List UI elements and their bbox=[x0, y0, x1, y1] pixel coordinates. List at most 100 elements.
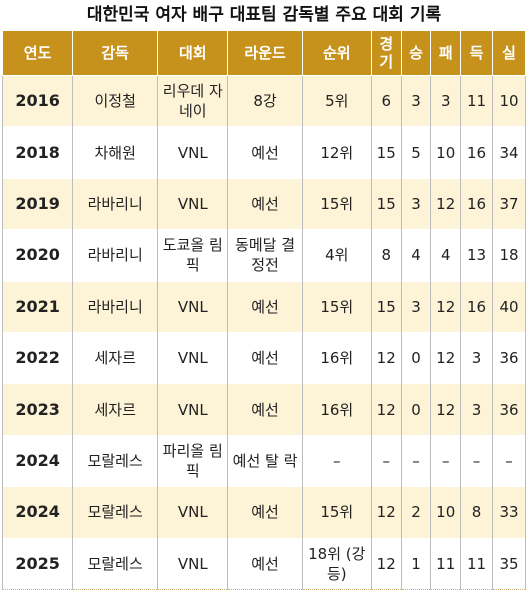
cell-rank: 15위 bbox=[301, 486, 372, 539]
cell-event: VNL bbox=[157, 486, 229, 539]
record-table: 연도 감독 대회 라운드 순위 경 기 승 패 득 실 2016 이정철 리우데 자… bbox=[1, 30, 527, 591]
cell-losses: 12 bbox=[430, 177, 462, 231]
cell-year: 2021 bbox=[1, 280, 74, 333]
cell-year: 2020 bbox=[1, 229, 74, 282]
header-year: 연도 bbox=[1, 30, 74, 76]
cell-wins: 0 bbox=[400, 331, 432, 385]
header-row: 연도 감독 대회 라운드 순위 경 기 승 패 득 실 bbox=[1, 30, 527, 76]
cell-sets-for: 16 bbox=[460, 126, 493, 179]
cell-coach: 라바리니 bbox=[72, 229, 159, 282]
cell-sets-against: 33 bbox=[491, 486, 527, 539]
table-row: 2020 라바리니 도쿄올 림픽 동메달 결정전 4위 8 4 4 13 18 bbox=[1, 229, 527, 282]
cell-round: 예선 탈 락 bbox=[227, 434, 303, 488]
cell-sets-for: 8 bbox=[460, 486, 493, 539]
cell-rank: 15위 bbox=[301, 177, 372, 231]
table-row: 2022 세자르 VNL 예선 16위 12 0 12 3 36 bbox=[1, 331, 527, 385]
header-rank: 순위 bbox=[301, 30, 372, 76]
cell-round: 예선 bbox=[227, 331, 303, 385]
cell-rank: 12위 bbox=[301, 126, 372, 179]
cell-coach: 모랄레스 bbox=[72, 434, 159, 488]
cell-rank: 18위 (강등) bbox=[301, 537, 372, 591]
header-games-2: 기 bbox=[379, 53, 394, 71]
cell-sets-against: 36 bbox=[491, 331, 527, 385]
table-row: 2024 모랄레스 파리올 림픽 예선 탈 락 – – – – – – bbox=[1, 434, 527, 488]
cell-sets-for: 11 bbox=[460, 537, 493, 591]
cell-losses: 4 bbox=[430, 229, 462, 282]
cell-year: 2024 bbox=[1, 434, 74, 488]
cell-wins: – bbox=[400, 434, 432, 488]
table-row: 2023 세자르 VNL 예선 16위 12 0 12 3 36 bbox=[1, 383, 527, 436]
cell-sets-for: 16 bbox=[460, 177, 493, 231]
table-row: 2018 차해원 VNL 예선 12위 15 5 10 16 34 bbox=[1, 126, 527, 179]
cell-round: 예선 bbox=[227, 177, 303, 231]
cell-coach: 이정철 bbox=[72, 74, 159, 128]
cell-coach: 세자르 bbox=[72, 331, 159, 385]
cell-wins: 5 bbox=[400, 126, 432, 179]
cell-losses: 12 bbox=[430, 331, 462, 385]
cell-sets-against: 18 bbox=[491, 229, 527, 282]
header-games-1: 경 bbox=[379, 35, 394, 53]
table-title: 대한민국 여자 배구 대표팀 감독별 주요 대회 기록 bbox=[86, 5, 442, 25]
cell-year: 2024 bbox=[1, 486, 74, 539]
cell-games: 15 bbox=[370, 126, 402, 179]
cell-sets-for: 3 bbox=[460, 331, 493, 385]
cell-losses: – bbox=[430, 434, 462, 488]
cell-sets-for: 16 bbox=[460, 280, 493, 333]
cell-wins: 3 bbox=[400, 280, 432, 333]
cell-sets-for: 13 bbox=[460, 229, 493, 282]
cell-sets-against: 36 bbox=[491, 383, 527, 436]
header-wins: 승 bbox=[400, 30, 432, 76]
cell-event: VNL bbox=[157, 383, 229, 436]
cell-games: 12 bbox=[370, 331, 402, 385]
cell-sets-against: 37 bbox=[491, 177, 527, 231]
cell-games: 12 bbox=[370, 383, 402, 436]
cell-sets-for: 3 bbox=[460, 383, 493, 436]
cell-wins: 3 bbox=[400, 74, 432, 128]
cell-year: 2023 bbox=[1, 383, 74, 436]
header-sets-for: 득 bbox=[460, 30, 493, 76]
header-round: 라운드 bbox=[227, 30, 303, 76]
cell-wins: 2 bbox=[400, 486, 432, 539]
cell-year: 2022 bbox=[1, 331, 74, 385]
cell-event: VNL bbox=[157, 280, 229, 333]
header-games: 경 기 bbox=[370, 30, 402, 76]
cell-coach: 모랄레스 bbox=[72, 537, 159, 591]
cell-games: 6 bbox=[370, 74, 402, 128]
cell-games: 8 bbox=[370, 229, 402, 282]
cell-losses: 10 bbox=[430, 126, 462, 179]
cell-wins: 4 bbox=[400, 229, 432, 282]
cell-games: – bbox=[370, 434, 402, 488]
cell-sets-against: 35 bbox=[491, 537, 527, 591]
cell-round: 예선 bbox=[227, 486, 303, 539]
cell-wins: 3 bbox=[400, 177, 432, 231]
table-row: 2019 라바리니 VNL 예선 15위 15 3 12 16 37 bbox=[1, 177, 527, 231]
cell-round: 동메달 결정전 bbox=[227, 229, 303, 282]
cell-year: 2025 bbox=[1, 537, 74, 591]
cell-event: VNL bbox=[157, 331, 229, 385]
cell-rank: 4위 bbox=[301, 229, 372, 282]
cell-losses: 3 bbox=[430, 74, 462, 128]
cell-rank: 5위 bbox=[301, 74, 372, 128]
cell-losses: 12 bbox=[430, 280, 462, 333]
cell-event: 파리올 림픽 bbox=[157, 434, 229, 488]
cell-wins: 1 bbox=[400, 537, 432, 591]
cell-sets-for: – bbox=[460, 434, 493, 488]
header-event: 대회 bbox=[157, 30, 229, 76]
cell-rank: 16위 bbox=[301, 383, 372, 436]
header-sets-against: 실 bbox=[491, 30, 527, 76]
cell-coach: 세자르 bbox=[72, 383, 159, 436]
cell-event: 도쿄올 림픽 bbox=[157, 229, 229, 282]
table-row: 2024 모랄레스 VNL 예선 15위 12 2 10 8 33 bbox=[1, 486, 527, 539]
cell-rank: – bbox=[301, 434, 372, 488]
cell-losses: 12 bbox=[430, 383, 462, 436]
table-row: 2025 모랄레스 VNL 예선 18위 (강등) 12 1 11 11 35 bbox=[1, 537, 527, 591]
cell-losses: 10 bbox=[430, 486, 462, 539]
cell-losses: 11 bbox=[430, 537, 462, 591]
cell-rank: 15위 bbox=[301, 280, 372, 333]
cell-event: VNL bbox=[157, 126, 229, 179]
cell-coach: 라바리니 bbox=[72, 280, 159, 333]
cell-round: 예선 bbox=[227, 383, 303, 436]
cell-games: 12 bbox=[370, 486, 402, 539]
cell-games: 12 bbox=[370, 537, 402, 591]
cell-event: VNL bbox=[157, 177, 229, 231]
